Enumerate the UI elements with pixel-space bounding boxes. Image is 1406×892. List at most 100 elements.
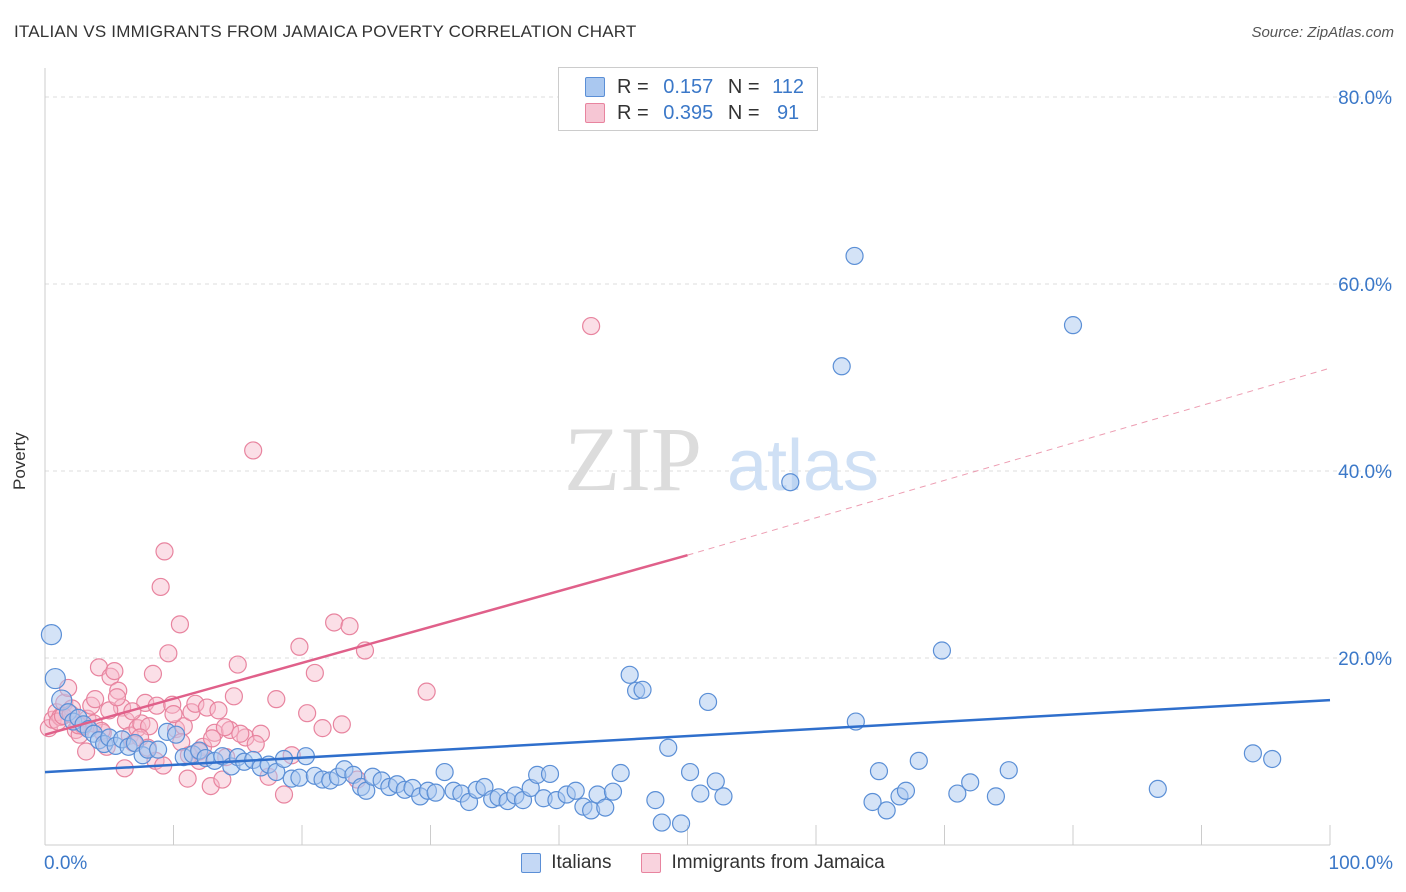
italians-point [671,814,691,833]
jamaica-point [274,785,294,804]
jamaica-trendline-extension [687,367,1331,556]
stats-legend: R = 0.157 N = 112 R = 0.395 N = 91 [558,67,818,131]
y-tick-label: 20.0% [1338,649,1392,670]
legend-row-italians: R = 0.157 N = 112 [585,75,811,99]
watermark-atlas: atlas [727,426,879,506]
jamaica-point [290,637,309,656]
jamaica-trendline [44,553,688,736]
jamaica-point [77,742,96,761]
italians-point [781,473,800,492]
legend-n-value: 91 [776,101,800,124]
jamaica-point [107,688,127,707]
watermark: ZIP atlas [564,408,879,510]
jamaica-point [231,724,250,743]
italians-point [714,787,733,806]
italians-point [680,762,700,782]
tick-labels: 20.0% 40.0% 60.0% 80.0% 0.0% 100.0% [44,88,1393,874]
italians-point [611,763,630,783]
jamaica-point [197,698,217,717]
italians-point [896,781,916,800]
watermark-zip: ZIP [564,408,702,510]
jamaica-point [325,613,344,632]
italians-point [426,783,445,802]
italians-point [961,773,980,792]
legend-jamaica-label: Immigrants from Jamaica [671,852,885,873]
italians-point [596,798,615,817]
jamaica-point [155,542,174,561]
italians-point [832,357,851,376]
italians-point [698,692,718,712]
jamaica-point [178,769,197,788]
italians-point [932,641,952,660]
grid-lines [45,96,1392,659]
italians-point [948,784,967,803]
italians-point [909,751,928,770]
jamaica-point [86,690,105,709]
italians-point [435,762,454,782]
legend-n-label: N = [727,101,760,124]
jamaica-point [201,776,220,796]
legend-r-label: R = [617,101,649,124]
source-label: Source: ZipAtlas.com [1251,24,1394,41]
jamaica-point [105,661,124,681]
legend-r-value: 0.157 [663,75,714,98]
series-italians-points [40,246,1282,833]
jamaica-point [224,687,243,706]
italians-point [646,791,665,810]
y-tick-label: 80.0% [1338,88,1392,109]
italians-point [845,246,864,266]
jamaica-point [313,719,332,738]
jamaica-point [213,770,232,789]
italians-point [863,792,882,812]
legend-n-value: 112 [772,75,804,98]
jamaica-point [305,663,324,683]
italians-point [40,624,63,646]
legend-item-italians: Italians [521,852,611,874]
jamaica-point [340,617,359,636]
jamaica-point [251,724,270,743]
jamaica-point [215,718,234,737]
italians-point [691,784,710,803]
x-tick-label: 100.0% [1329,853,1394,874]
jamaica-point [151,577,170,597]
italians-point [1243,744,1263,763]
legend-item-jamaica: Immigrants from Jamaica [641,852,885,874]
italians-point [869,762,889,781]
jamaica-point [109,681,128,700]
trendlines [44,367,1331,774]
jamaica-point [159,644,178,663]
jamaica-point [209,701,228,720]
legend-swatch-blue [585,77,605,97]
italians-point [166,725,186,744]
legend-n-label: N = [727,75,760,98]
axes [44,68,1331,846]
italians-point [877,801,896,820]
jamaica-point [244,441,263,460]
legend-row-jamaica: R = 0.395 N = 91 [585,101,811,125]
italians-point [620,665,639,684]
jamaica-point [186,694,205,713]
jamaica-point [170,615,190,634]
italians-point [1063,316,1083,335]
jamaica-point [582,316,601,336]
legend-italians-label: Italians [551,852,612,873]
italians-point [659,738,678,757]
italians-point [148,740,168,759]
italians-point [1263,749,1282,769]
jamaica-point [298,704,317,723]
x-tick-label: 0.0% [44,853,87,874]
jamaica-point [417,682,436,701]
jamaica-point [228,655,247,674]
italians-point [603,782,623,801]
italians-point [999,761,1018,780]
chart-title: ITALIAN VS IMMIGRANTS FROM JAMAICA POVER… [14,22,637,41]
italians-swatch [521,853,542,873]
legend-swatch-pink [585,103,605,123]
y-tick-label: 60.0% [1338,275,1392,296]
italians-point [633,680,652,699]
italians-trendline [44,698,1331,774]
jamaica-point [332,715,351,734]
italians-point [1148,779,1167,799]
italians-point [706,772,725,791]
